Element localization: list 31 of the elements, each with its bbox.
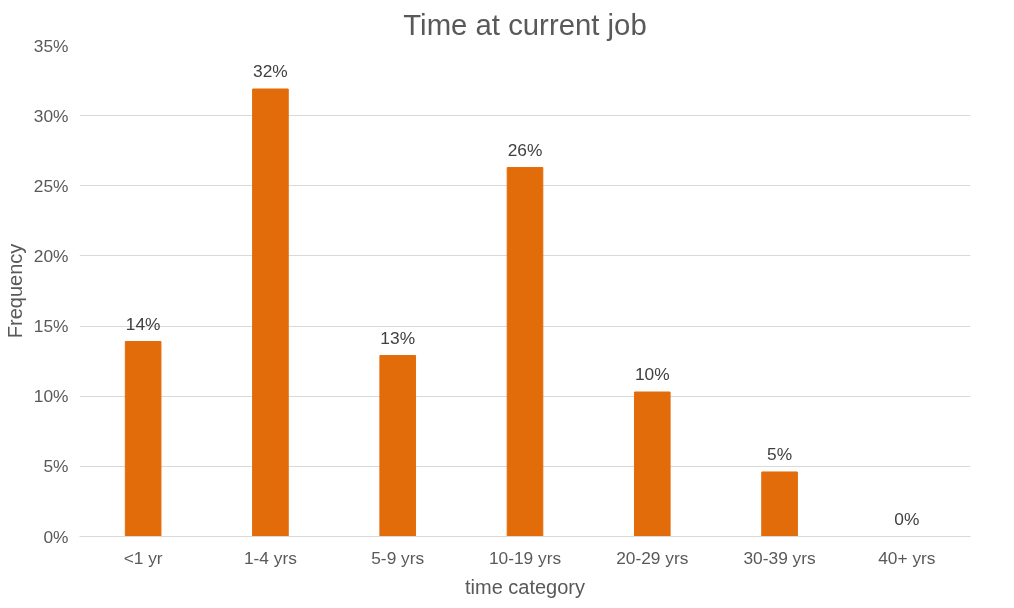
bar — [124, 341, 162, 537]
x-tick-label: 5-9 yrs — [371, 547, 425, 568]
y-tick-label: 10% — [33, 386, 69, 407]
data-label: 5% — [767, 443, 793, 464]
bar — [379, 355, 417, 537]
chart-title: Time at current job — [403, 7, 647, 41]
data-label: 26% — [507, 139, 543, 160]
data-label: 32% — [253, 60, 288, 81]
x-tick-label: 20-29 yrs — [616, 547, 689, 568]
x-tick-label: 30-39 yrs — [743, 547, 817, 568]
y-tick-label: 15% — [33, 316, 69, 337]
bar — [761, 471, 798, 537]
x-tick-label: <1 yr — [123, 547, 163, 568]
data-label: 14% — [125, 313, 161, 334]
x-tick-label: 40+ yrs — [878, 547, 936, 568]
y-tick-label: 0% — [43, 526, 69, 547]
bar — [506, 167, 544, 537]
x-tick-label: 10-19 yrs — [488, 547, 562, 568]
x-tick-label: 1-4 yrs — [243, 547, 298, 568]
bar — [252, 88, 289, 537]
y-axis-title: Frequency — [3, 243, 26, 339]
data-label: 10% — [634, 364, 670, 385]
data-label: 13% — [380, 327, 416, 348]
y-tick-label: 35% — [33, 35, 69, 56]
y-tick-label: 25% — [33, 175, 69, 196]
y-tick-label: 30% — [33, 105, 69, 126]
bar — [633, 391, 671, 537]
x-axis-title: time category — [464, 575, 586, 598]
y-tick-label: 5% — [43, 456, 69, 477]
data-label: 0% — [894, 508, 920, 529]
y-tick-label: 20% — [33, 245, 69, 266]
